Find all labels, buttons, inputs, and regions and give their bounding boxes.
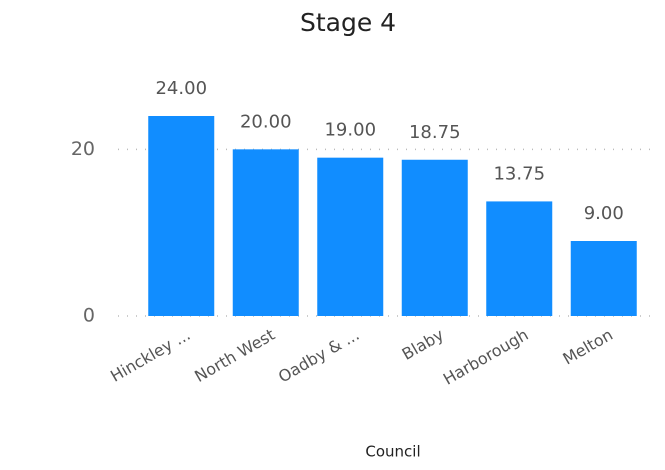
bar <box>317 157 384 316</box>
bar <box>148 116 215 316</box>
bar <box>401 159 468 316</box>
x-tick-label: Harborough <box>440 325 532 389</box>
x-tick-label: Blaby <box>399 325 447 364</box>
bar <box>570 241 637 316</box>
x-tick-label: North West <box>191 325 278 386</box>
y-tick-label: 0 <box>83 305 95 327</box>
value-label: 20.00 <box>240 111 292 132</box>
chart-title: Stage 4 <box>300 8 396 37</box>
value-label: 13.75 <box>493 163 545 184</box>
bar <box>232 149 299 316</box>
y-tick-label: 20 <box>71 138 95 160</box>
value-label: 9.00 <box>584 203 624 224</box>
x-tick-label: Oadby & ... <box>275 325 363 387</box>
x-tick-label: Hinckley ... <box>107 325 193 386</box>
x-tick-label: Melton <box>559 325 616 369</box>
x-axis-label: Council <box>365 443 420 461</box>
value-label: 24.00 <box>155 78 207 99</box>
value-label: 19.00 <box>324 120 376 141</box>
value-label: 18.75 <box>409 122 461 143</box>
bar <box>486 201 553 316</box>
